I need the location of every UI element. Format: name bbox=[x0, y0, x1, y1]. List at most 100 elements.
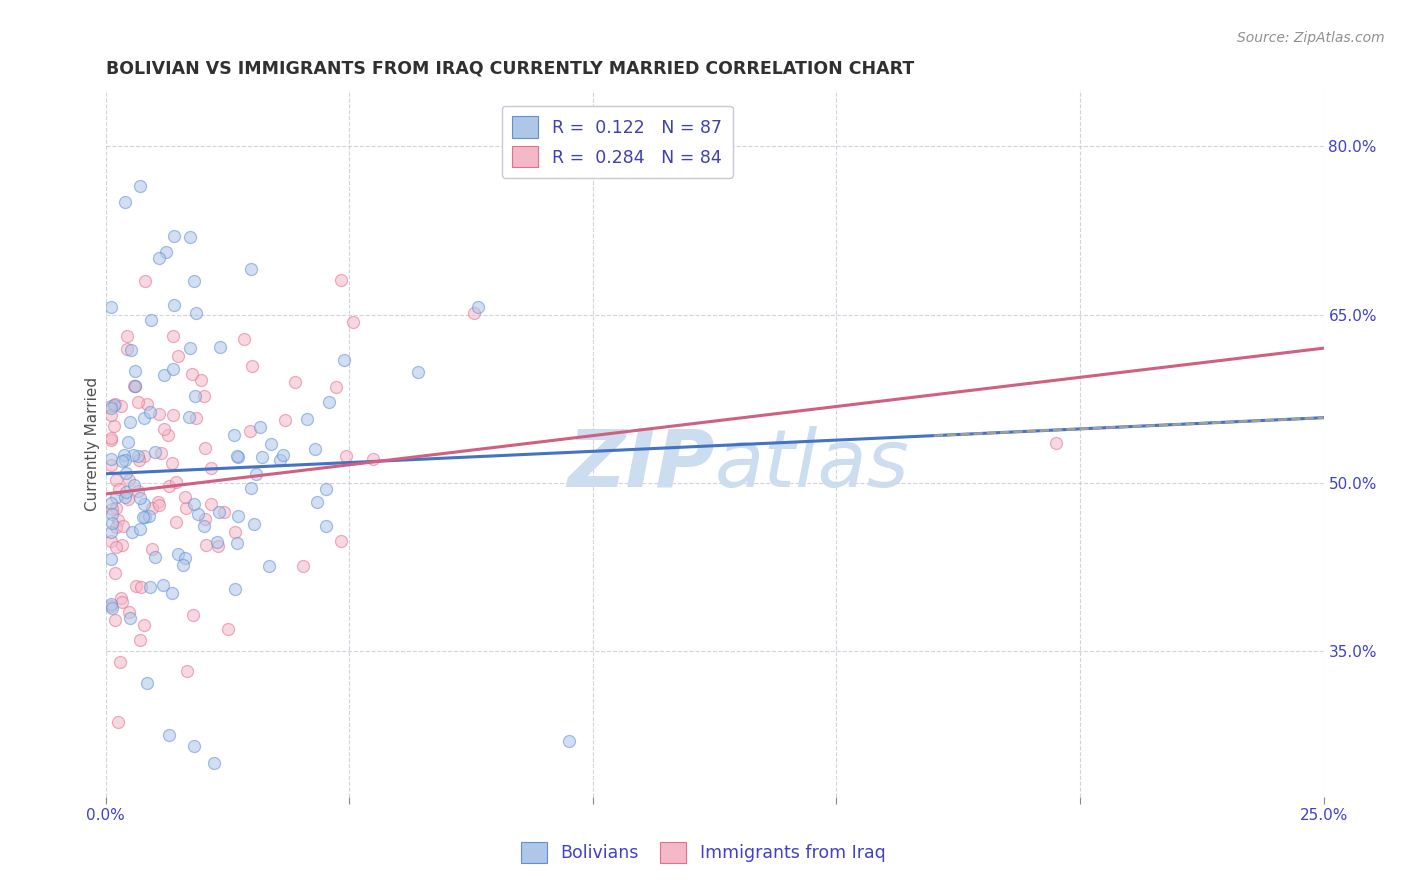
Point bbox=[463, 306, 485, 320]
Point bbox=[184, 410, 207, 425]
Point bbox=[115, 329, 138, 343]
Point bbox=[150, 445, 173, 459]
Point bbox=[129, 522, 152, 536]
Point bbox=[111, 454, 134, 468]
Point bbox=[100, 534, 122, 549]
Point bbox=[141, 500, 163, 515]
Point bbox=[132, 617, 155, 632]
Point bbox=[305, 495, 328, 509]
Point bbox=[104, 501, 127, 516]
Point bbox=[134, 510, 156, 524]
Point bbox=[325, 380, 347, 394]
Point bbox=[104, 541, 127, 555]
Legend: Bolivians, Immigrants from Iraq: Bolivians, Immigrants from Iraq bbox=[513, 835, 893, 870]
Point bbox=[100, 599, 122, 613]
Point bbox=[181, 367, 204, 381]
Point bbox=[260, 437, 283, 451]
Point bbox=[315, 519, 337, 533]
Point bbox=[135, 676, 157, 690]
Point bbox=[138, 508, 160, 523]
Point bbox=[200, 460, 222, 475]
Point bbox=[136, 397, 159, 411]
Point bbox=[122, 478, 145, 492]
Point bbox=[239, 425, 262, 439]
Point bbox=[162, 408, 184, 422]
Point bbox=[139, 404, 162, 418]
Point bbox=[183, 497, 205, 511]
Point bbox=[118, 473, 141, 487]
Point bbox=[318, 394, 340, 409]
Point bbox=[1045, 436, 1067, 450]
Point bbox=[194, 511, 217, 525]
Point bbox=[295, 412, 318, 426]
Point bbox=[162, 586, 184, 600]
Point bbox=[174, 501, 197, 516]
Point bbox=[114, 484, 136, 499]
Point bbox=[100, 458, 122, 473]
Point bbox=[228, 509, 250, 524]
Point bbox=[132, 497, 155, 511]
Point bbox=[121, 343, 143, 358]
Point bbox=[207, 539, 229, 553]
Point bbox=[329, 534, 352, 549]
Point bbox=[104, 491, 127, 505]
Point bbox=[148, 407, 170, 421]
Point bbox=[124, 379, 146, 393]
Point bbox=[129, 632, 152, 647]
Point bbox=[117, 343, 139, 357]
Point bbox=[143, 549, 166, 564]
Point bbox=[226, 535, 249, 549]
Point bbox=[120, 611, 142, 625]
Point bbox=[132, 509, 155, 524]
Point bbox=[179, 230, 201, 244]
Point bbox=[148, 252, 170, 266]
Point bbox=[134, 449, 156, 463]
Point bbox=[110, 399, 132, 413]
Point bbox=[183, 274, 205, 288]
Point bbox=[101, 601, 124, 615]
Point bbox=[100, 400, 122, 414]
Point bbox=[108, 483, 131, 497]
Point bbox=[284, 375, 307, 389]
Point bbox=[124, 579, 146, 593]
Point bbox=[112, 448, 135, 462]
Point bbox=[101, 508, 124, 522]
Point bbox=[292, 558, 315, 573]
Point bbox=[224, 582, 246, 596]
Point bbox=[104, 614, 127, 628]
Point bbox=[166, 547, 188, 561]
Point bbox=[304, 442, 326, 456]
Point bbox=[212, 505, 235, 519]
Point bbox=[167, 349, 190, 363]
Point bbox=[104, 520, 127, 534]
Point bbox=[181, 607, 204, 622]
Point bbox=[226, 449, 249, 463]
Point bbox=[100, 552, 122, 566]
Point bbox=[100, 597, 122, 611]
Point bbox=[162, 361, 184, 376]
Point bbox=[165, 475, 187, 489]
Point bbox=[100, 496, 122, 510]
Y-axis label: Currently Married: Currently Married bbox=[86, 376, 100, 510]
Point bbox=[100, 502, 122, 516]
Point bbox=[162, 329, 184, 343]
Point bbox=[127, 449, 149, 463]
Point bbox=[240, 359, 263, 374]
Point bbox=[118, 415, 141, 429]
Point bbox=[128, 453, 150, 467]
Point bbox=[183, 739, 205, 754]
Point bbox=[124, 379, 146, 393]
Point bbox=[363, 452, 385, 467]
Point bbox=[132, 411, 155, 425]
Point bbox=[163, 229, 186, 244]
Point bbox=[249, 419, 271, 434]
Point bbox=[217, 622, 239, 636]
Point bbox=[243, 516, 266, 531]
Point bbox=[342, 315, 364, 329]
Point bbox=[179, 341, 201, 355]
Point bbox=[100, 301, 122, 315]
Point bbox=[194, 441, 217, 455]
Point bbox=[100, 516, 122, 531]
Point bbox=[245, 467, 267, 481]
Point bbox=[100, 434, 122, 448]
